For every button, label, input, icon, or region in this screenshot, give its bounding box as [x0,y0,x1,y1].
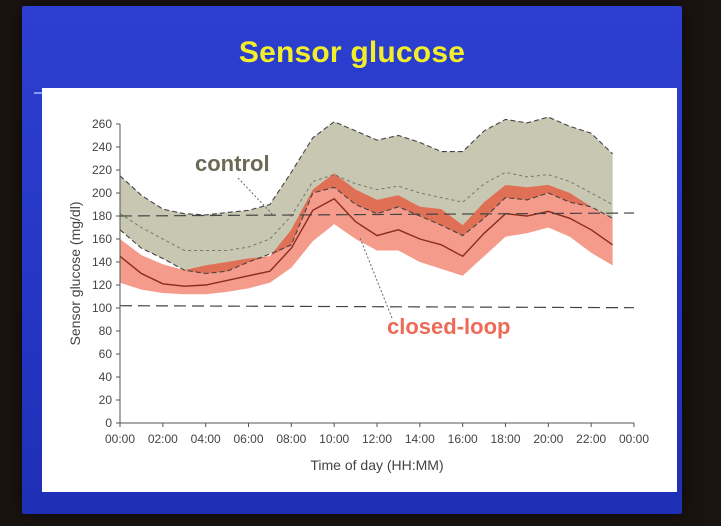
x-tick-label: 08:00 [276,432,306,446]
x-tick-label: 10:00 [319,432,349,446]
x-tick-label: 06:00 [233,432,263,446]
y-tick-label: 120 [92,278,112,292]
y-tick-label: 260 [92,117,112,131]
closed-loop-median-line [119,197,614,287]
x-axis-title: Time of day (HH:MM) [310,457,443,473]
y-tick-label: 20 [99,393,113,407]
control-median-line [119,171,613,251]
control-upper-line [119,116,613,216]
y-tick-label: 80 [99,324,113,338]
y-tick-label: 180 [92,209,112,223]
y-tick-label: 100 [92,301,112,315]
x-tick-label: 20:00 [533,432,563,446]
x-tick-label: 00:00 [619,432,649,446]
y-tick-label: 220 [92,163,112,177]
overlap-band [120,173,613,274]
y-tick-label: 240 [92,140,112,154]
presentation-slide: Sensor glucose 0 20 40 60 80 100 120 140 160 180 2… [22,6,682,514]
y-tick-label: 40 [99,370,113,384]
y-axis-title: Sensor glucose (mg/dl) [67,202,83,346]
x-tick-label: 00:00 [105,432,135,446]
y-tick-label: 0 [105,416,112,430]
x-tick-label: 22:00 [576,432,606,446]
x-tick-label: 12:00 [362,432,392,446]
y-tick-label: 140 [92,255,112,269]
annotation-closed-loop: closed-loop [387,314,510,339]
reference-line [119,305,635,309]
chart-panel: 0 20 40 60 80 100 120 140 160 180 200 220 240 260 00:0… [42,88,677,492]
glucose-chart: 0 20 40 60 80 100 120 140 160 180 200 220 240 260 00:0… [67,116,649,473]
control-lower-line [119,186,613,275]
x-tick-label: 16:00 [448,432,478,446]
annotation-control: control [195,151,270,176]
x-tick-label: 04:00 [191,432,221,446]
y-tick-label: 160 [92,232,112,246]
y-tick-label: 60 [99,347,113,361]
x-tick-label: 14:00 [405,432,435,446]
x-tick-label: 02:00 [148,432,178,446]
slide-title: Sensor glucose [238,36,466,69]
annotation-control-pointer [237,177,275,217]
reference-line [119,212,635,217]
y-tick-label: 200 [92,186,112,200]
x-tick-label: 18:00 [490,432,520,446]
